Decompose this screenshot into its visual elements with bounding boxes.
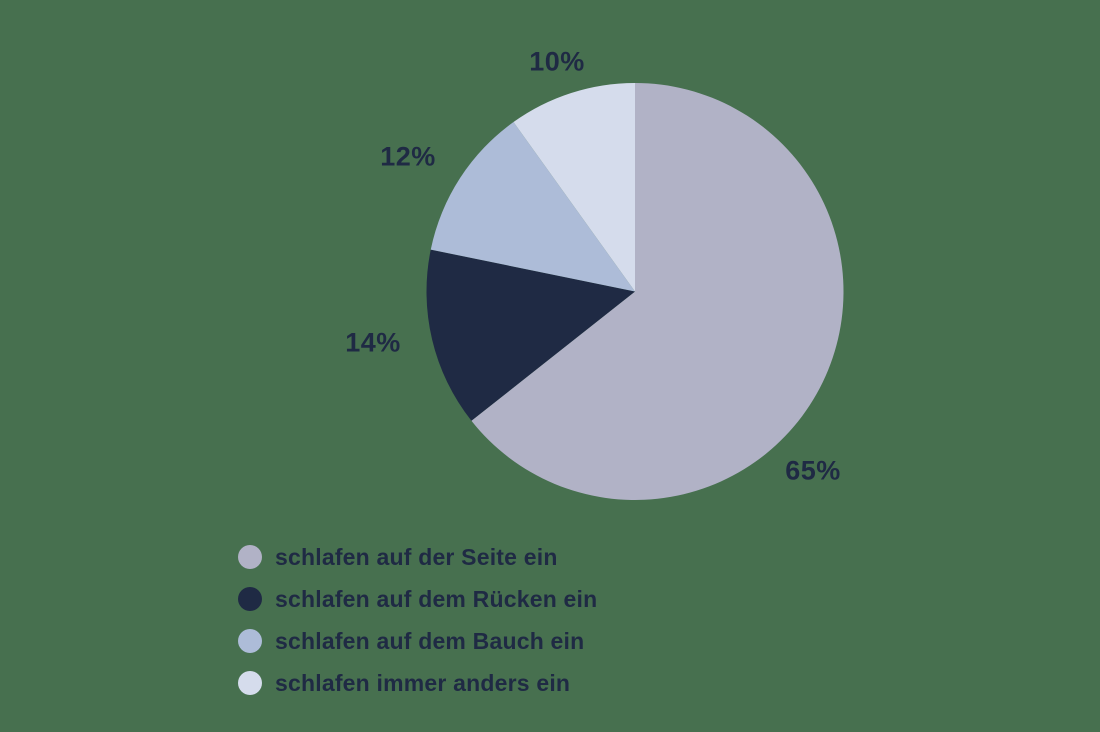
- pie-slice: [471, 83, 844, 500]
- pie-slice: [430, 122, 635, 292]
- legend-item: schlafen auf der Seite ein: [238, 544, 597, 570]
- legend: schlafen auf der Seite ein schlafen auf …: [238, 544, 597, 696]
- legend-color-dot-icon: [238, 671, 262, 695]
- slice-percent-label: 14%: [345, 327, 401, 358]
- legend-item-label: schlafen auf der Seite ein: [275, 543, 558, 570]
- legend-color-dot-icon: [238, 587, 262, 611]
- slice-percent-label: 12%: [380, 141, 436, 172]
- legend-item-label: schlafen auf dem Bauch ein: [275, 627, 585, 654]
- legend-item-label: schlafen immer anders ein: [275, 669, 571, 696]
- legend-item: schlafen auf dem Rücken ein: [238, 586, 597, 612]
- pie-slice: [513, 83, 635, 292]
- legend-item: schlafen auf dem Bauch ein: [238, 628, 597, 654]
- pie-slice: [426, 249, 635, 421]
- slice-percent-label: 65%: [785, 455, 841, 486]
- legend-color-dot-icon: [238, 629, 262, 653]
- legend-color-dot-icon: [238, 545, 262, 569]
- slice-percent-label: 10%: [529, 46, 585, 77]
- legend-item-label: schlafen auf dem Rücken ein: [275, 585, 598, 612]
- legend-item: schlafen immer anders ein: [238, 670, 597, 696]
